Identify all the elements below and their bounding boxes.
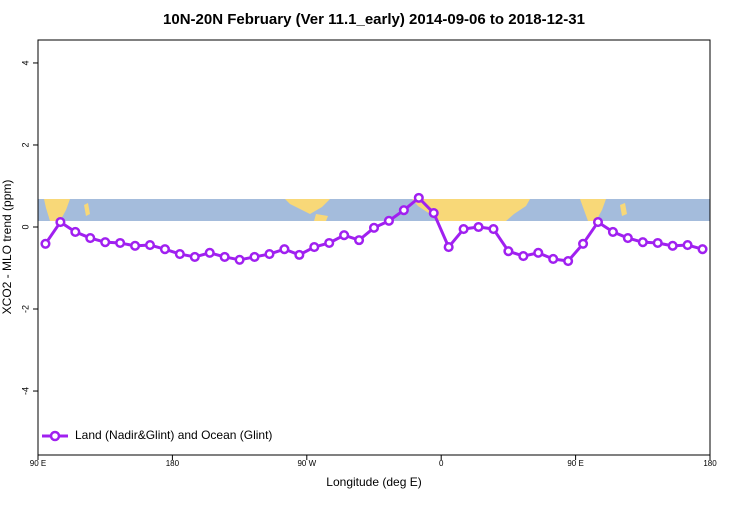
data-point xyxy=(398,205,409,216)
data-point xyxy=(130,240,141,251)
data-point xyxy=(563,255,574,267)
data-point xyxy=(458,223,469,235)
x-axis-title: Longitude (deg E) xyxy=(326,475,421,489)
y-tick-label: 4 xyxy=(20,60,30,65)
y-tick-label: -4 xyxy=(20,387,30,395)
y-tick-label: 0 xyxy=(20,224,30,229)
y-axis-title: XCO2 - MLO trend (ppm) xyxy=(0,180,14,315)
chart-title: 10N-20N February (Ver 11.1_early) 2014-0… xyxy=(163,11,585,28)
legend-marker xyxy=(49,430,61,442)
data-point xyxy=(55,217,66,228)
data-point xyxy=(309,242,320,253)
data-point xyxy=(40,238,51,249)
data-point xyxy=(324,237,335,249)
data-point xyxy=(100,237,111,248)
data-point xyxy=(174,249,185,260)
data-point xyxy=(413,192,424,203)
map-strip xyxy=(38,199,710,221)
data-point xyxy=(652,237,663,249)
data-point xyxy=(488,223,499,235)
x-tick-label: 90 E xyxy=(567,459,583,468)
data-point xyxy=(85,233,96,244)
data-point xyxy=(115,237,126,249)
y-tick-label: -2 xyxy=(20,305,30,313)
data-point xyxy=(548,253,559,265)
data-point xyxy=(503,246,514,257)
data-point xyxy=(144,239,156,251)
data-point xyxy=(234,254,245,265)
data-point xyxy=(189,251,200,262)
data-point xyxy=(518,251,529,262)
data-point xyxy=(279,244,290,255)
x-tick-label: 180 xyxy=(703,459,717,468)
data-point xyxy=(592,217,604,228)
data-point xyxy=(607,226,618,237)
data-point xyxy=(159,244,170,255)
data-point xyxy=(354,235,365,246)
data-point xyxy=(249,251,260,262)
data-point xyxy=(578,238,589,249)
data-point xyxy=(294,249,305,260)
data-point xyxy=(70,226,81,237)
data-point xyxy=(383,215,394,226)
x-tick-label: 0 xyxy=(439,459,444,468)
x-tick-label: 180 xyxy=(166,459,180,468)
data-point xyxy=(667,240,678,251)
data-point xyxy=(622,233,633,244)
plot-frame xyxy=(37,39,711,456)
legend-label: Land (Nadir&Glint) and Ocean (Glint) xyxy=(75,428,272,442)
data-point xyxy=(204,247,215,258)
data-point xyxy=(443,242,454,253)
data-point xyxy=(339,230,350,241)
data-point xyxy=(682,239,693,251)
x-tick-label: 90 E xyxy=(30,459,46,468)
data-point xyxy=(473,221,484,233)
legend: Land (Nadir&Glint) and Ocean (Glint) xyxy=(42,428,272,442)
data-point xyxy=(368,222,380,233)
y-tick-label: 2 xyxy=(20,142,30,147)
data-point xyxy=(219,251,230,262)
data-point xyxy=(533,247,544,258)
data-point xyxy=(637,237,648,248)
data-point xyxy=(428,208,439,219)
data-point xyxy=(264,249,275,260)
x-tick-label: 90 W xyxy=(297,459,316,468)
data-point xyxy=(697,244,708,255)
